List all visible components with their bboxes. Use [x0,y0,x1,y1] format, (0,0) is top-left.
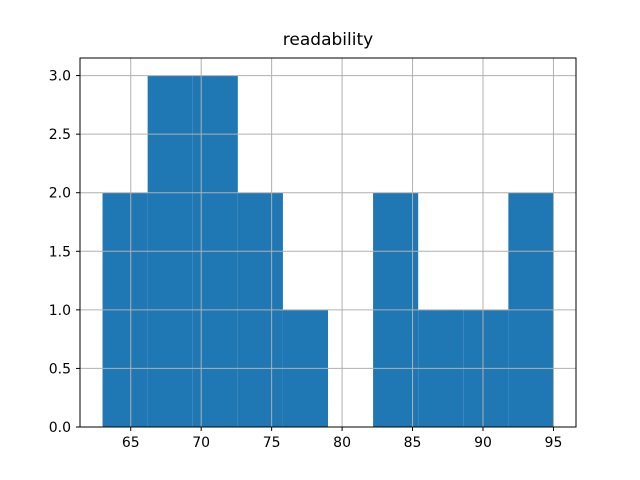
x-axis-tick-label: 75 [263,435,281,451]
y-axis-tick-label: 3.0 [49,69,71,85]
y-axis-tick-label: 0.0 [49,420,71,436]
y-axis-tick-label: 0.5 [49,361,71,377]
x-axis-tick-label: 70 [192,435,210,451]
x-axis-tick-label: 90 [474,435,492,451]
x-axis-tick-label: 65 [122,435,140,451]
x-axis-tick-label: 95 [545,435,563,451]
x-axis-tick-label: 80 [333,435,351,451]
y-axis-tick-label: 2.5 [49,127,71,143]
x-axis-tick-label: 85 [404,435,422,451]
y-axis-tick-label: 2.0 [49,186,71,202]
y-axis-tick-label: 1.0 [49,303,71,319]
y-axis-tick-label: 1.5 [49,244,71,260]
axes-frame [79,57,577,428]
chart-title: readability [282,30,374,50]
